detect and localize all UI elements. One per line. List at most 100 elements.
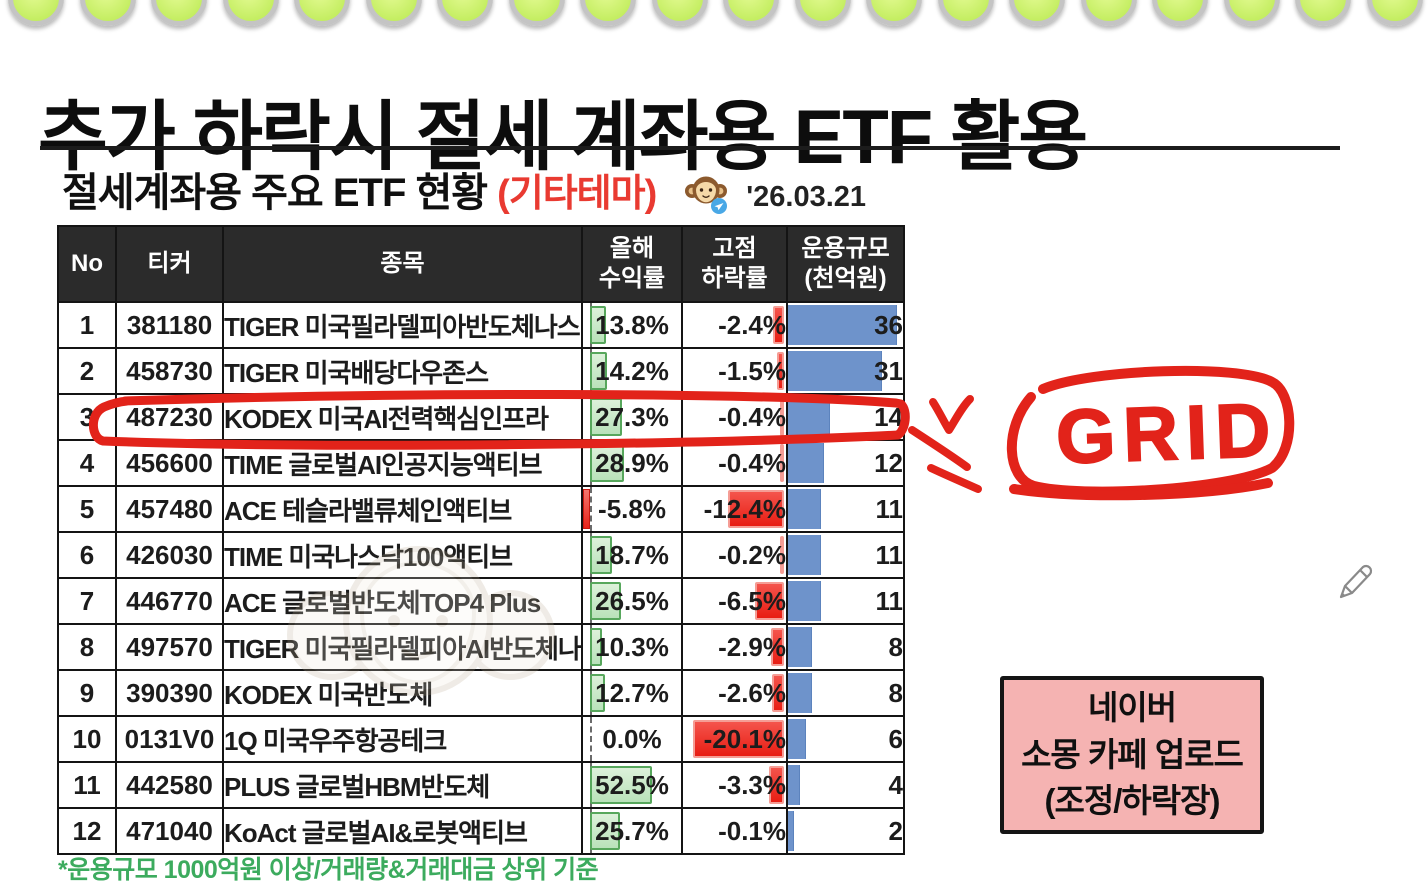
header-row: No 티커 종목 올해 수익률 고점 하락률 운용규모 (천억원)	[57, 225, 905, 303]
dot-decoration	[723, 0, 779, 26]
data-bar	[789, 443, 825, 483]
data-bar	[584, 489, 590, 529]
ticker-cell: 487230	[115, 393, 224, 441]
row-no-cell: 10	[57, 715, 117, 763]
aum-cell: 4	[786, 761, 905, 809]
table-row: 7 446770 ACE 글로벌반도체TOP4 Plus 26.5% -6.5% 11	[57, 577, 905, 625]
col-no: No	[57, 225, 117, 303]
return-bar	[589, 306, 607, 344]
etf-name-cell: TIME 미국나스닥100액티브	[222, 531, 583, 579]
data-bar	[789, 397, 831, 437]
ticker-cell: 446770	[115, 577, 224, 625]
data-bar	[754, 582, 784, 620]
return-bar	[589, 352, 607, 390]
table-body: 1 381180 TIGER 미국필라델피아반도체나스닥 13.8% -2.4% 36 2 4…	[57, 301, 905, 855]
dot-decoration	[365, 0, 422, 26]
ytd-return-cell: 27.3%	[581, 393, 683, 441]
aum-cell: 12	[786, 439, 905, 487]
dot-decoration	[1080, 0, 1137, 26]
dot-decoration	[151, 0, 207, 26]
table-row: 5 457480 ACE 테슬라밸류체인액티브 -5.8% -12.4% 11	[57, 485, 905, 533]
dot-decoration	[866, 0, 922, 26]
table-row: 12 471040 KoAct 글로벌AI&로봇액티브 25.7% -0.1% 2	[57, 807, 905, 855]
dot-decoration	[294, 0, 350, 26]
dot-decoration	[937, 0, 994, 26]
col-aum: 운용규모 (천억원)	[786, 225, 905, 303]
drawdown-cell: -2.6%	[681, 669, 788, 717]
ytd-return-cell: 18.7%	[581, 531, 683, 579]
table-caption-row: 절세계좌용 주요 ETF 현황 (기타테마) '26.03.21	[62, 160, 866, 218]
aum-cell: 2	[786, 807, 905, 855]
dot-decoration	[8, 0, 64, 26]
table-row: 11 442580 PLUS 글로벌HBM반도체 52.5% -3.3% 4	[57, 761, 905, 809]
col-ytd-return: 올해 수익률	[581, 225, 683, 303]
row-no-cell: 6	[57, 531, 117, 579]
ytd-return-cell: 10.3%	[581, 623, 683, 671]
etf-name-cell: ACE 글로벌반도체TOP4 Plus	[222, 577, 583, 625]
col-name: 종목	[222, 225, 583, 303]
return-bar	[589, 628, 602, 666]
databar-axis	[589, 488, 592, 530]
return-bar	[589, 582, 622, 620]
data-bar	[769, 766, 784, 804]
data-bar	[693, 720, 784, 758]
drawdown-cell: -0.4%	[681, 439, 788, 487]
grid-label: GRID	[1055, 388, 1280, 481]
drawdown-cell: -20.1%	[681, 715, 788, 763]
aum-cell: 14	[786, 393, 905, 441]
data-bar	[789, 581, 822, 621]
data-bar	[789, 489, 822, 529]
data-bar	[789, 535, 822, 575]
etf-name-cell: TIGER 미국필라델피아AI반도체나스닥	[222, 623, 583, 671]
monkey-mascot-icon	[684, 174, 730, 221]
data-bar	[777, 352, 784, 390]
data-bar	[773, 306, 784, 344]
return-bar	[589, 674, 605, 712]
note-box: 네이버 소몽 카페 업로드 (조정/하락장)	[1000, 676, 1264, 834]
etf-table: No 티커 종목 올해 수익률 고점 하락률 운용규모 (천억원) 1 38118…	[57, 225, 905, 855]
data-bar	[789, 719, 807, 759]
ytd-return-cell: 14.2%	[581, 347, 683, 395]
return-bar	[589, 766, 652, 804]
dot-decoration	[1223, 0, 1280, 26]
row-no-cell: 12	[57, 807, 117, 855]
aum-cell: 11	[786, 577, 905, 625]
chevron-stroke-2	[927, 464, 982, 493]
data-bar	[789, 765, 801, 805]
ytd-return-cell: 0.0%	[581, 715, 683, 763]
table-row: 4 456600 TIME 글로벌AI인공지능액티브 28.9% -0.4% 12	[57, 439, 905, 487]
aum-cell: 11	[786, 531, 905, 579]
grid-enclosure-underline	[1009, 478, 1273, 501]
etf-name-cell: KoAct 글로벌AI&로봇액티브	[222, 807, 583, 855]
drawdown-cell: -6.5%	[681, 577, 788, 625]
row-no-cell: 3	[57, 393, 117, 441]
aum-cell: 8	[786, 669, 905, 717]
row-no-cell: 4	[57, 439, 117, 487]
dot-decoration	[651, 0, 708, 26]
table-title: 절세계좌용 주요 ETF 현황	[62, 171, 488, 215]
ytd-return-cell: 25.7%	[581, 807, 683, 855]
return-bar	[589, 536, 612, 574]
drawdown-cell: -2.9%	[681, 623, 788, 671]
col-ticker: 티커	[115, 225, 224, 303]
table-row: 10 0131V0 1Q 미국우주항공테크 0.0% -20.1% 6	[57, 715, 905, 763]
page-title: 추가 하락시 절세 계좌용 ETF 활용	[38, 94, 1088, 180]
title-divider	[40, 146, 1340, 150]
row-no-cell: 5	[57, 485, 117, 533]
table-row: 6 426030 TIME 미국나스닥100액티브 18.7% -0.2% 11	[57, 531, 905, 579]
footnote: *운용규모 1000억원 이상/거래량&거래대금 상위 기준	[58, 856, 599, 884]
row-no-cell: 2	[57, 347, 117, 395]
ticker-cell: 0131V0	[115, 715, 224, 763]
table-header: No 티커 종목 올해 수익률 고점 하락률 운용규모 (천억원)	[57, 225, 905, 303]
note-line-1: 네이버	[1087, 688, 1177, 726]
note-line-3: (조정/하락장)	[1044, 782, 1221, 820]
row-no-cell: 8	[57, 623, 117, 671]
ticker-cell: 381180	[115, 301, 224, 349]
ytd-return-cell: 52.5%	[581, 761, 683, 809]
table-row: 3 487230 KODEX 미국AI전력핵심인프라 27.3% -0.4% 14	[57, 393, 905, 441]
top-dots-decoration	[0, 0, 1428, 36]
dot-decoration	[580, 0, 636, 26]
dot-decoration	[1366, 0, 1423, 26]
